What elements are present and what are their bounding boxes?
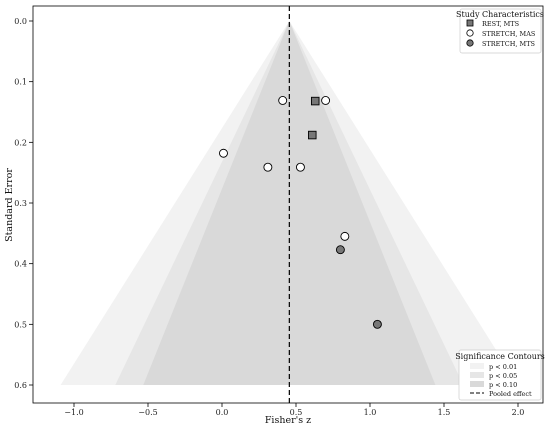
x-tick-label-4: 0.5 <box>290 408 303 417</box>
legend-swatch-p05 <box>470 372 484 378</box>
x-tick-label-6: 1.5 <box>438 408 451 417</box>
legend-significance-title: Significance Contours <box>455 352 545 361</box>
legend-swatch-p10 <box>470 381 484 387</box>
y-tick-label-7: 0.6 <box>14 381 27 390</box>
data-point-series-3-2 <box>372 319 382 329</box>
legend-swatch-p01 <box>470 363 484 369</box>
y-tick-label-6: 0.5 <box>14 320 27 329</box>
data-point-series-2-2 <box>321 96 331 105</box>
y-tick-label-1: 0.0 <box>14 17 27 26</box>
legend-significance-item-pooled: Pooled effect <box>489 390 532 398</box>
data-point-series-2-5 <box>295 162 305 172</box>
legend-study-item-stretch-mas: STRETCH, MAS <box>482 30 535 38</box>
data-point-series-2-4 <box>263 162 273 172</box>
x-tick-label-2: −0.5 <box>138 408 157 417</box>
legend-study-title: Study Characteristics <box>456 10 544 19</box>
legend-study-item-stretch-mts: STRETCH, MTS <box>482 40 535 48</box>
x-tick-label-7: 2.0 <box>512 408 525 417</box>
legend-study-item-rest-mts: REST, MTS <box>482 20 519 28</box>
x-axis-ticks: −1.0 −0.5 0.0 0.5 1.0 1.5 2.0 <box>64 403 524 417</box>
legend-significance-item-p10: p < 0.10 <box>489 381 517 389</box>
y-axis-label: Standard Error <box>4 168 15 242</box>
x-tick-label-5: 1.0 <box>364 408 377 417</box>
legend-significance-contours: Significance Contours p < 0.01 p < 0.05 … <box>455 349 545 401</box>
legend-significance-item-p05: p < 0.05 <box>489 372 517 380</box>
significance-contours <box>60 21 519 385</box>
y-tick-label-5: 0.4 <box>14 260 27 269</box>
data-point-series-1-1 <box>310 96 320 106</box>
x-tick-label-3: 0.0 <box>216 408 229 417</box>
study-points <box>219 96 382 329</box>
y-tick-label-2: 0.1 <box>14 78 27 87</box>
data-point-series-2-6 <box>340 231 350 241</box>
data-point-series-3-1 <box>335 245 345 255</box>
legend-study-box <box>459 8 542 54</box>
x-axis-label: Fisher's z <box>265 415 311 426</box>
legend-study-characteristics: Study Characteristics REST, MTS STRETCH,… <box>456 8 544 54</box>
legend-square-marker <box>466 19 474 27</box>
contour-region-3 <box>143 21 436 385</box>
plot-frame <box>32 5 544 404</box>
data-point-series-1-2 <box>308 130 317 140</box>
data-point-series-2-3 <box>219 148 228 158</box>
data-point-series-2-1 <box>278 96 288 105</box>
legend-significance-item-p01: p < 0.01 <box>489 363 517 371</box>
legend-filled-circle-marker <box>466 39 474 47</box>
y-tick-label-4: 0.3 <box>14 199 27 208</box>
y-axis-ticks: 0.0 0.1 0.2 0.3 0.4 0.5 0.6 <box>14 17 33 390</box>
legend-significance-box <box>458 349 542 401</box>
x-tick-label-1: −1.0 <box>64 408 83 417</box>
y-tick-label-3: 0.2 <box>14 138 27 147</box>
legend-open-circle-marker <box>466 29 474 37</box>
